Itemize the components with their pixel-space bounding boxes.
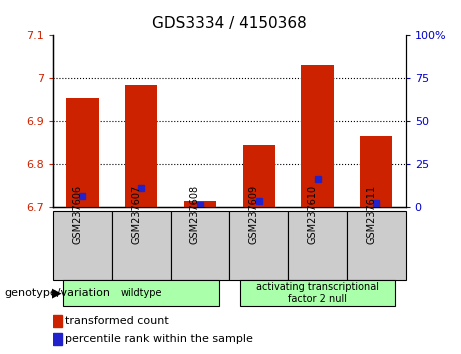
Text: GSM237611: GSM237611 xyxy=(366,184,376,244)
Bar xyxy=(53,315,62,327)
Bar xyxy=(53,211,112,280)
Bar xyxy=(230,211,288,280)
Text: genotype/variation: genotype/variation xyxy=(5,288,111,298)
Text: GSM237606: GSM237606 xyxy=(72,184,83,244)
Bar xyxy=(347,211,406,280)
Bar xyxy=(171,211,229,280)
Text: GSM237608: GSM237608 xyxy=(190,184,200,244)
Bar xyxy=(66,98,99,207)
Title: GDS3334 / 4150368: GDS3334 / 4150368 xyxy=(152,16,307,32)
Bar xyxy=(112,211,171,280)
Bar xyxy=(184,201,216,207)
Bar xyxy=(288,211,347,280)
Bar xyxy=(53,333,62,345)
Text: GSM237607: GSM237607 xyxy=(131,184,141,244)
Bar xyxy=(301,65,334,207)
Text: ▶: ▶ xyxy=(52,287,62,299)
Bar xyxy=(125,85,157,207)
Text: wildtype: wildtype xyxy=(120,288,162,298)
Bar xyxy=(360,136,392,207)
Text: percentile rank within the sample: percentile rank within the sample xyxy=(65,334,253,344)
Text: transformed count: transformed count xyxy=(65,316,169,326)
Text: activating transcriptional
factor 2 null: activating transcriptional factor 2 null xyxy=(256,282,379,304)
Text: GSM237610: GSM237610 xyxy=(307,184,318,244)
Text: GSM237609: GSM237609 xyxy=(249,184,259,244)
Bar xyxy=(240,280,396,306)
Bar xyxy=(242,145,275,207)
Bar xyxy=(63,280,219,306)
